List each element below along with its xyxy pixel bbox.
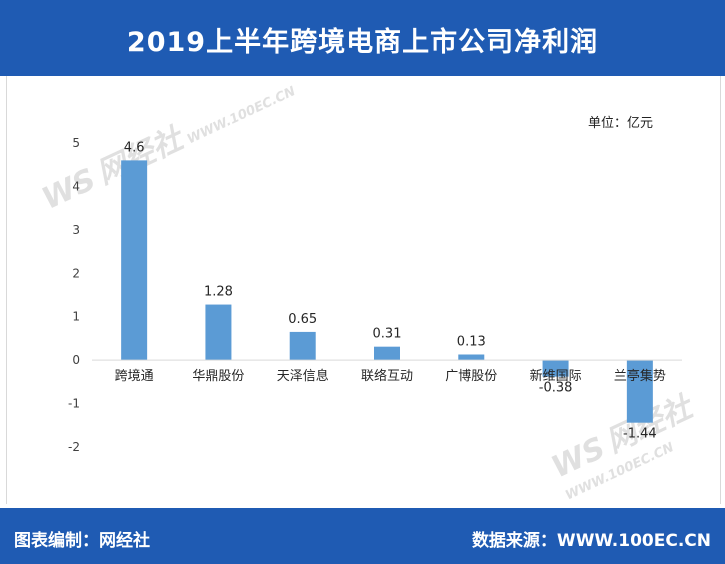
chart-title: 2019上半年跨境电商上市公司净利润 xyxy=(126,27,599,58)
category-label: 跨境通 xyxy=(115,369,154,384)
footer-credit: 图表编制：网经社 xyxy=(14,531,150,551)
bar xyxy=(374,346,400,361)
y-tick-label: 4 xyxy=(72,179,80,193)
category-label: 新维国际 xyxy=(530,368,582,384)
data-label: 4.6 xyxy=(124,140,145,155)
bars xyxy=(121,160,653,423)
y-tick-label: 3 xyxy=(72,223,80,237)
data-label: 0.31 xyxy=(373,327,402,342)
data-label: 1.28 xyxy=(204,285,233,300)
bar xyxy=(458,354,485,361)
y-tick-label: 1 xyxy=(72,310,80,324)
category-labels: 跨境通 华鼎股份 天泽信息 联络互动 广博股份 新维国际 兰亭集势 xyxy=(115,368,666,384)
data-label: 0.13 xyxy=(457,334,486,349)
footer-banner: 图表编制：网经社 数据来源：WWW.100EC.CN xyxy=(0,508,725,564)
header-banner: 2019上半年跨境电商上市公司净利润 xyxy=(0,0,725,76)
category-label: 兰亭集势 xyxy=(614,368,666,384)
footer-source: 数据来源：WWW.100EC.CN xyxy=(471,531,711,551)
data-label: -0.38 xyxy=(539,381,573,396)
y-tick-label: 5 xyxy=(72,136,80,150)
y-tick-label: 2 xyxy=(72,266,80,280)
category-label: 天泽信息 xyxy=(277,368,329,384)
bar xyxy=(121,160,148,361)
bar xyxy=(205,304,232,361)
bar xyxy=(289,331,316,361)
y-tick-label: -2 xyxy=(68,440,80,454)
bar xyxy=(542,360,569,377)
data-label: -1.44 xyxy=(623,427,657,442)
category-label: 广博股份 xyxy=(445,369,497,384)
y-tick-label: 0 xyxy=(72,353,80,367)
y-axis: 5 4 3 2 1 0 -1 -2 xyxy=(68,136,80,454)
data-label: 0.65 xyxy=(288,312,317,327)
bar xyxy=(626,360,653,423)
y-tick-label: -1 xyxy=(68,397,80,411)
category-label: 华鼎股份 xyxy=(192,369,244,384)
data-labels: 4.6 1.28 0.65 0.31 0.13 -0.38 -1.44 xyxy=(124,140,657,441)
category-label: 联络互动 xyxy=(361,368,413,384)
unit-label: 单位：亿元 xyxy=(588,116,654,131)
